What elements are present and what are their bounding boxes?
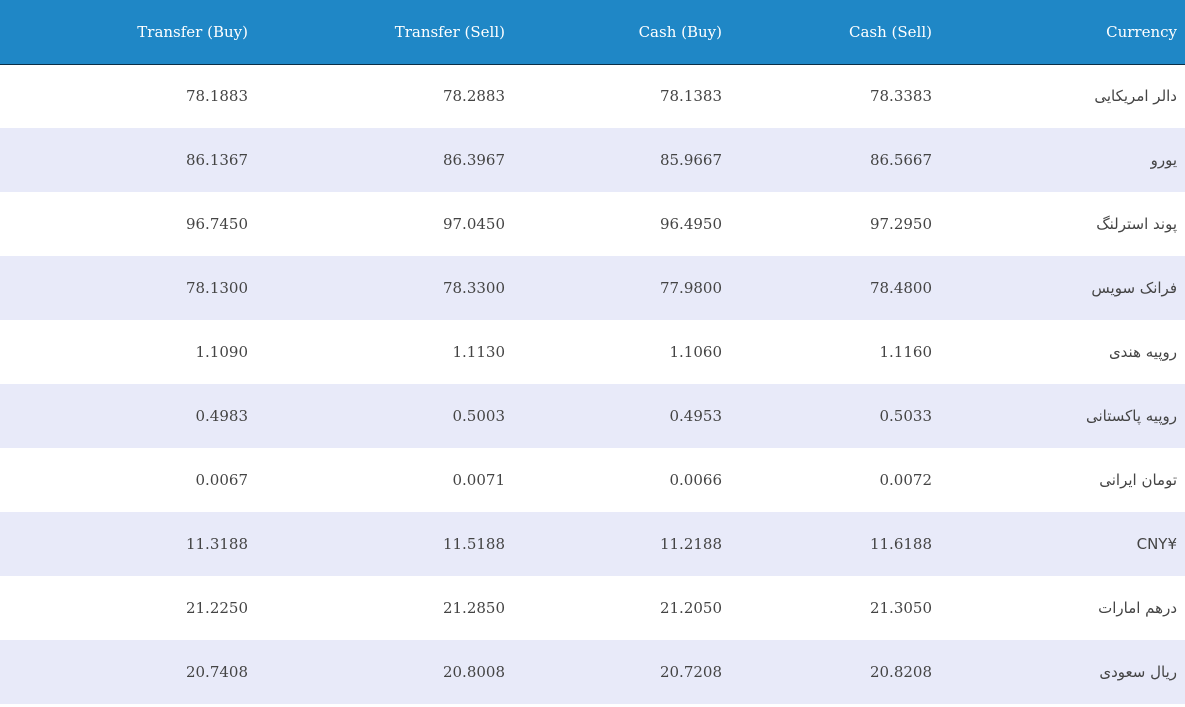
cell-cash-sell: 20.8208 (869, 663, 932, 681)
cell-cash-sell: 0.0072 (879, 471, 933, 489)
table-row: 11.3188 11.5188 11.2188 11.6188 ¥CNY (0, 512, 1185, 576)
cell-cash-sell: 1.1160 (879, 343, 933, 361)
cell-currency: ریال سعودی (1099, 663, 1177, 681)
cell-transfer-sell: 21.2850 (442, 599, 505, 617)
table-row: 1.1090 1.1130 1.1060 1.1160 روپیه هندی (0, 320, 1185, 384)
cell-currency: درهم امارات (1098, 599, 1177, 617)
cell-transfer-sell: 86.3967 (442, 151, 505, 169)
cell-transfer-buy: 96.7450 (185, 215, 248, 233)
table-row: 0.4983 0.5003 0.4953 0.5033 روپیه پاکستانی (0, 384, 1185, 448)
cell-currency: تومان ایرانی (1099, 471, 1177, 489)
cell-currency: پوند استرلنگ (1096, 215, 1177, 233)
cell-cash-buy: 0.4953 (669, 407, 723, 425)
cell-currency: ¥CNY (1136, 535, 1177, 553)
cell-transfer-sell: 1.1130 (452, 343, 506, 361)
cell-cash-sell: 78.3383 (869, 87, 932, 106)
cell-transfer-buy: 11.3188 (185, 535, 248, 553)
cell-currency: روپیه هندی (1108, 343, 1177, 361)
cell-cash-buy: 20.7208 (659, 663, 722, 681)
cell-cash-buy: 11.2188 (659, 535, 722, 553)
cell-cash-sell: 97.2950 (869, 215, 932, 233)
cell-cash-buy: 21.2050 (659, 599, 722, 617)
cell-transfer-buy: 20.7408 (185, 663, 248, 681)
cell-cash-buy: 77.9800 (659, 279, 722, 297)
cell-transfer-buy: 21.2250 (185, 599, 248, 617)
table-header: Transfer (Buy) Transfer (Sell) Cash (Buy… (0, 0, 1185, 65)
header-transfer-sell: Transfer (Sell) (248, 0, 505, 65)
cell-transfer-sell: 0.0071 (452, 471, 506, 489)
cell-transfer-buy: 86.1367 (185, 151, 248, 169)
table-row: 78.1300 78.3300 77.9800 78.4800 فرانک سویس (0, 256, 1185, 320)
cell-cash-buy: 78.1383 (659, 87, 722, 106)
cell-transfer-sell: 11.5188 (442, 535, 505, 553)
table-body: 78.1883 78.2883 78.1383 78.3383 دالر امریکای… (0, 64, 1185, 704)
cell-transfer-sell: 0.5003 (452, 407, 506, 425)
cell-cash-buy: 1.1060 (669, 343, 723, 361)
cell-currency: فرانک سویس (1091, 279, 1177, 297)
header-cash-buy: Cash (Buy) (505, 0, 722, 65)
table-row: 96.7450 97.0450 96.4950 97.2950 پوند استرلنگ (0, 192, 1185, 256)
header-row: Transfer (Buy) Transfer (Sell) Cash (Buy… (0, 0, 1185, 65)
cell-cash-buy: 85.9667 (659, 151, 722, 169)
cell-currency: یورو (1150, 151, 1177, 169)
header-cash-sell: Cash (Sell) (722, 0, 932, 65)
cell-cash-buy: 0.0066 (669, 471, 723, 489)
cell-transfer-buy: 0.4983 (195, 407, 249, 425)
cell-transfer-buy: 78.1883 (185, 87, 248, 106)
cell-transfer-buy: 0.0067 (195, 471, 249, 489)
cell-cash-sell: 86.5667 (869, 151, 932, 169)
cell-currency: دالر امریکایی (1094, 87, 1177, 106)
cell-cash-sell: 11.6188 (869, 535, 932, 553)
table-row: 0.0067 0.0071 0.0066 0.0072 تومان ایرانی (0, 448, 1185, 512)
cell-cash-sell: 21.3050 (869, 599, 932, 617)
table-row: 20.7408 20.8008 20.7208 20.8208 ریال سعودی (0, 640, 1185, 704)
cell-transfer-sell: 78.2883 (442, 87, 505, 106)
table-row: 86.1367 86.3967 85.9667 86.5667 یورو (0, 128, 1185, 192)
header-transfer-buy: Transfer (Buy) (0, 0, 248, 65)
cell-transfer-sell: 97.0450 (442, 215, 505, 233)
cell-cash-buy: 96.4950 (659, 215, 722, 233)
cell-currency: روپیه پاکستانی (1085, 407, 1177, 425)
cell-transfer-buy: 78.1300 (185, 279, 248, 297)
cell-transfer-sell: 78.3300 (442, 279, 505, 297)
cell-transfer-buy: 1.1090 (195, 343, 249, 361)
cell-cash-sell: 0.5033 (879, 407, 933, 425)
table-row: 21.2250 21.2850 21.2050 21.3050 درهم امارات (0, 576, 1185, 640)
header-currency: Currency (932, 0, 1185, 65)
cell-cash-sell: 78.4800 (869, 279, 932, 297)
cell-transfer-sell: 20.8008 (442, 663, 505, 681)
table-row: 78.1883 78.2883 78.1383 78.3383 دالر امریکای… (0, 64, 1185, 128)
